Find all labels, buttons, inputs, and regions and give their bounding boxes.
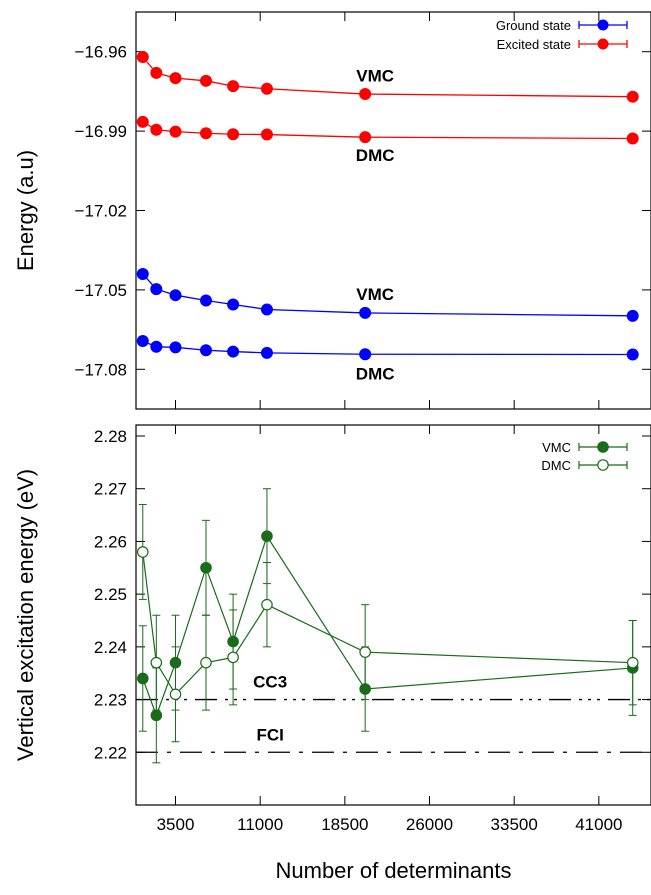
energy-legend-label: Excited state [497,37,571,52]
excitation-ytick-label: 2.27 [94,480,127,499]
energy-data-point [227,345,240,358]
energy-legend-marker [597,38,609,50]
excitation-ytick-label: 2.25 [94,585,127,604]
dmc-data-point [227,651,239,664]
energy-data-point [169,125,182,138]
energy-annotation: VMC [356,67,394,86]
energy-data-point [199,294,212,307]
energy-data-point [150,340,163,353]
vmc-data-point [150,709,163,722]
energy-ytick-label: −17.02 [75,202,127,221]
energy-data-point [227,80,240,93]
energy-data-point [136,50,149,63]
dmc-data-point [150,656,163,669]
dmc-data-point [200,656,212,669]
energy-data-point [150,283,163,296]
excitation-ytick-label: 2.28 [94,427,127,446]
excitation-legend-marker [597,459,609,471]
energy-data-point [136,268,149,281]
dmc-data-point [359,646,371,658]
excitation-series-line [142,551,633,696]
energy-data-point [260,128,273,141]
dmc-data-point [169,688,182,701]
energy-data-point [136,115,149,128]
excitation-xtick-label: 41000 [575,815,622,834]
energy-y-axis-title: Energy (a.u) [13,150,38,271]
excitation-legend-label: DMC [541,458,571,473]
excitation-plot-frame [135,424,651,806]
energy-data-point [150,123,163,136]
energy-data-point [199,344,212,357]
energy-series-line [142,121,633,140]
x-axis-title: Number of determinants [276,858,512,883]
dmc-data-point [136,546,149,558]
energy-data-point [260,303,273,316]
energy-annotation: DMC [356,364,395,383]
dmc-data-point [261,598,273,611]
energy-data-point [359,348,372,361]
excitation-xtick-label: 18500 [321,815,368,834]
energy-series-line [142,340,633,356]
excitation-legend-marker [597,441,609,453]
energy-data-point [136,334,149,347]
energy-legend-label: Ground state [496,18,571,33]
energy-annotation: DMC [356,146,395,165]
energy-data-point [626,132,639,145]
vmc-data-point [136,672,149,685]
dmc-data-point [626,656,639,669]
energy-legend: Ground state Excited state [496,18,628,52]
energy-data-point [260,82,273,95]
energy-data-point [626,348,639,361]
excitation-xtick-label: 26000 [406,815,453,834]
excitation-ytick-label: 2.23 [94,691,127,710]
energy-data-point [260,346,273,359]
energy-legend-marker [597,19,609,31]
energy-ytick-label: −16.96 [75,43,127,62]
reference-label: CC3 [253,673,287,692]
energy-data-point [169,289,182,302]
energy-data-point [227,128,240,141]
excitation-series-line [142,534,633,718]
energy-data-point [359,131,372,144]
energy-data-point [626,90,639,103]
excitation-ytick-label: 2.26 [94,532,127,551]
energy-data-point [169,72,182,85]
vmc-data-point [200,561,212,574]
energy-panel: −16.96 −16.99 −17.02 −17.05 −17.08 Energy (a.… [13,11,651,410]
vmc-data-point [261,530,273,542]
excitation-xtick-label: 11000 [237,815,283,834]
excitation-panel: 2.22 2.23 2.24 2.25 2.26 2.27 2.28 3500 11000 185… [13,424,651,883]
excitation-xtick-label: 33500 [491,815,538,834]
energy-data-point [199,74,212,87]
energy-data-point [227,298,240,311]
energy-data-point [626,309,639,322]
energy-data-point [359,88,372,101]
energy-data-point [199,127,212,140]
excitation-legend: VMC DMC [541,440,628,473]
reference-label: FCI [256,725,283,744]
energy-ytick-label: −16.99 [75,122,127,141]
energy-ytick-label: −17.08 [75,360,127,379]
excitation-ytick-label: 2.22 [94,743,127,762]
excitation-legend-label: VMC [542,440,571,455]
energy-data-point [169,341,182,354]
energy-annotation: VMC [356,285,394,304]
energy-data-point [150,66,163,79]
excitation-y-axis-title: Vertical excitation energy (eV) [13,469,38,761]
excitation-ytick-label: 2.24 [94,638,127,657]
excitation-xtick-label: 3500 [157,815,195,834]
energy-data-point [359,306,372,319]
energy-ytick-label: −17.05 [75,281,127,300]
